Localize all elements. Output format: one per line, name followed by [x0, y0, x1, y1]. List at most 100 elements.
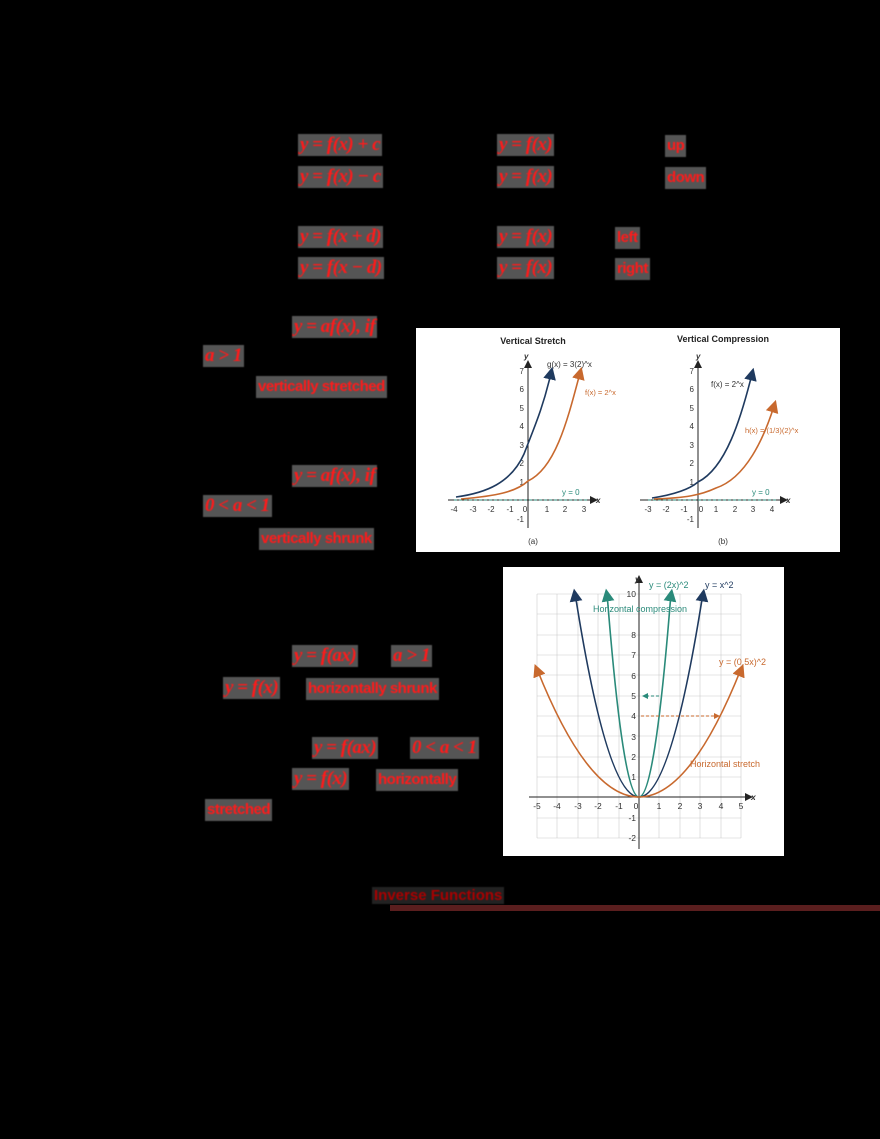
vertical-stretch-result: vertically stretched: [256, 376, 387, 398]
horizontal-stretch-result-2: stretched: [205, 799, 273, 821]
vertical-stretch-condition: a > 1: [203, 345, 244, 367]
label-half-x-squared: y = (0.5x)^2: [719, 657, 766, 667]
svg-text:-1: -1: [680, 505, 688, 514]
horizontal-shift-right-formula: y = f(x − d): [298, 257, 384, 279]
svg-text:4: 4: [631, 711, 636, 721]
horizontal-shift-base-1: y = f(x): [497, 226, 555, 248]
svg-text:y: y: [695, 352, 701, 361]
horizontal-stretch-base: y = f(x): [292, 768, 350, 790]
vertical-compress-formula: y = af(x), if: [292, 465, 378, 487]
horizontal-scaling-chart: -5 -4 -3 -2 -1 0 1 2 3 4 5 10 8 7 6 5 4 3 2 1 -1 -…: [529, 574, 766, 849]
svg-text:-2: -2: [662, 505, 670, 514]
chart-b-title: Vertical Compression: [677, 334, 769, 344]
label-2x-squared: y = (2x)^2: [649, 580, 689, 590]
section-heading-inverse-functions: Inverse Functions: [372, 887, 505, 904]
svg-text:3: 3: [690, 441, 695, 450]
svg-text:x: x: [595, 496, 601, 505]
svg-text:6: 6: [690, 385, 695, 394]
g-label: g(x) = 3(2)^x: [547, 360, 592, 369]
svg-text:6: 6: [520, 385, 525, 394]
svg-text:2: 2: [733, 505, 738, 514]
svg-text:5: 5: [631, 691, 636, 701]
horizontal-stretch-condition: 0 < a < 1: [410, 737, 479, 759]
f-label-a: f(x) = 2^x: [585, 388, 616, 397]
svg-text:8: 8: [631, 630, 636, 640]
y0-label-a: y = 0: [562, 488, 580, 497]
svg-text:2: 2: [520, 459, 525, 468]
svg-text:y: y: [634, 574, 641, 584]
svg-text:6: 6: [631, 671, 636, 681]
label-x-squared: y = x^2: [705, 580, 734, 590]
vertical-shift-down-formula: y = f(x) − c: [298, 166, 383, 188]
vertical-compress-condition: 0 < a < 1: [203, 495, 272, 517]
horizontal-shift-left-formula: y = f(x + d): [298, 226, 384, 248]
horizontal-shrink-formula: y = f(ax): [292, 645, 359, 667]
svg-text:0: 0: [699, 505, 704, 514]
svg-text:2: 2: [631, 752, 636, 762]
svg-text:-1: -1: [506, 505, 514, 514]
horizontal-shrink-condition: a > 1: [391, 645, 432, 667]
svg-text:-2: -2: [628, 833, 636, 843]
svg-text:3: 3: [751, 505, 756, 514]
svg-text:4: 4: [520, 422, 525, 431]
horizontal-shrink-result: horizontally shrunk: [306, 678, 439, 700]
svg-text:7: 7: [520, 367, 525, 376]
svg-text:10: 10: [627, 589, 637, 599]
svg-text:0: 0: [523, 505, 528, 514]
svg-text:1: 1: [545, 505, 550, 514]
svg-text:y: y: [523, 352, 529, 361]
heading-underline: [390, 905, 880, 911]
svg-text:4: 4: [719, 801, 724, 811]
svg-text:x: x: [750, 792, 757, 802]
direction-down: down: [665, 167, 707, 189]
svg-text:-2: -2: [594, 801, 602, 811]
svg-text:2: 2: [690, 459, 695, 468]
svg-text:0: 0: [634, 801, 639, 811]
vertical-stretch-formula: y = af(x), if: [292, 316, 378, 338]
vertical-shift-base-1: y = f(x): [497, 134, 555, 156]
svg-text:1: 1: [714, 505, 719, 514]
h-label: h(x) = (1/3)(2)^x: [745, 426, 799, 435]
svg-text:3: 3: [631, 732, 636, 742]
svg-text:-4: -4: [553, 801, 561, 811]
svg-text:-1: -1: [687, 515, 695, 524]
svg-text:2: 2: [678, 801, 683, 811]
svg-text:-3: -3: [469, 505, 477, 514]
svg-text:3: 3: [582, 505, 587, 514]
svg-text:-1: -1: [628, 813, 636, 823]
svg-text:1: 1: [690, 478, 695, 487]
svg-text:-3: -3: [574, 801, 582, 811]
svg-text:5: 5: [520, 404, 525, 413]
svg-text:1: 1: [520, 478, 525, 487]
horizontal-stretch-result: horizontally: [376, 769, 459, 791]
vertical-scaling-charts: Vertical Stretch -4 -3 -2 -1 0 1 2 3 -1 1 2 3…: [448, 334, 799, 546]
horizontal-scaling-figure: -5 -4 -3 -2 -1 0 1 2 3 4 5 10 8 7 6 5 4 3 2 1 -1 -…: [503, 567, 784, 856]
svg-text:-2: -2: [487, 505, 495, 514]
svg-text:2: 2: [563, 505, 568, 514]
svg-text:x: x: [785, 496, 791, 505]
horizontal-shrink-base: y = f(x): [223, 677, 281, 699]
svg-text:-1: -1: [615, 801, 623, 811]
svg-text:1: 1: [657, 801, 662, 811]
svg-text:-1: -1: [517, 515, 525, 524]
svg-text:-5: -5: [533, 801, 541, 811]
svg-text:5: 5: [739, 801, 744, 811]
annotation-horizontal-stretch: Horizontal stretch: [690, 759, 760, 769]
svg-text:4: 4: [770, 505, 775, 514]
chart-a-caption: (a): [528, 537, 538, 546]
svg-text:4: 4: [690, 422, 695, 431]
y0-label-b: y = 0: [752, 488, 770, 497]
horizontal-stretch-formula: y = f(ax): [312, 737, 379, 759]
chart-b-caption: (b): [718, 537, 728, 546]
svg-text:1: 1: [631, 772, 636, 782]
chart-a-title: Vertical Stretch: [500, 336, 566, 346]
svg-text:-3: -3: [644, 505, 652, 514]
vertical-compress-result: vertically shrunk: [259, 528, 374, 550]
svg-text:5: 5: [690, 404, 695, 413]
direction-up: up: [665, 135, 687, 157]
f-label-b: f(x) = 2^x: [711, 380, 744, 389]
svg-text:-4: -4: [450, 505, 458, 514]
vertical-shift-base-2: y = f(x): [497, 166, 555, 188]
svg-text:7: 7: [690, 367, 695, 376]
horizontal-shift-base-2: y = f(x): [497, 257, 555, 279]
